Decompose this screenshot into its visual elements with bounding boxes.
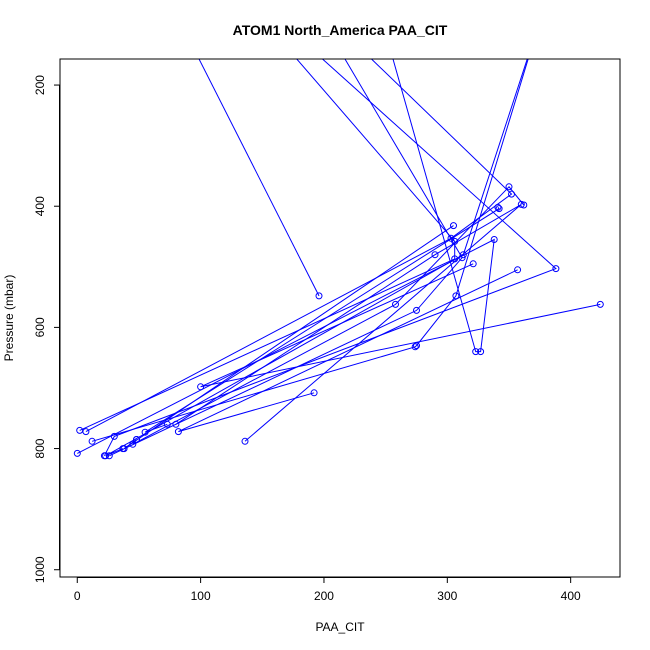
data-point: [105, 452, 113, 460]
series-line: [109, 59, 463, 457]
x-tick-label: 200: [314, 589, 334, 603]
data-point: [129, 440, 137, 448]
series-line: [103, 59, 557, 457]
data-point: [88, 437, 96, 445]
data-point: [73, 449, 81, 457]
data-point: [102, 452, 110, 460]
data-point: [596, 300, 604, 308]
data-point: [494, 203, 502, 211]
y-tick-label: 200: [33, 75, 47, 95]
data-point: [447, 234, 455, 242]
data-point: [82, 428, 90, 436]
data-point: [490, 236, 498, 243]
data-point: [413, 342, 420, 350]
data-point: [450, 222, 457, 230]
series-line: [144, 207, 500, 433]
data-point: [174, 428, 182, 436]
y-axis: 200 400 600 800 1000: [33, 75, 60, 583]
y-axis-label: Pressure (mbar): [2, 275, 16, 362]
data-point: [197, 383, 205, 391]
x-tick-label: 0: [74, 589, 81, 603]
y-tick-label: 1000: [33, 556, 47, 583]
series-line: [198, 59, 320, 297]
data-point: [451, 255, 459, 263]
series-line: [105, 59, 528, 457]
data-point: [452, 292, 460, 300]
plot-series: [77, 59, 601, 457]
series-line: [178, 269, 518, 433]
data-point: [163, 420, 171, 428]
y-tick-label: 800: [33, 438, 47, 458]
data-point: [495, 205, 503, 213]
data-point: [133, 436, 140, 443]
data-point: [552, 265, 560, 273]
data-point: [477, 348, 485, 356]
data-point: [110, 432, 118, 440]
data-point: [459, 251, 467, 259]
data-point: [411, 343, 419, 351]
data-point: [508, 190, 515, 198]
series-line: [123, 225, 454, 450]
data-point: [469, 260, 477, 268]
series-line: [79, 59, 456, 431]
data-point: [514, 266, 522, 274]
plot-points: [73, 183, 604, 460]
x-axis-label: PAA_CIT: [315, 620, 365, 634]
data-point: [315, 292, 323, 300]
data-point: [141, 428, 149, 436]
series-line: [175, 203, 522, 442]
y-tick-label: 400: [33, 196, 47, 216]
data-point: [505, 183, 513, 191]
series-line: [85, 59, 513, 433]
data-point: [310, 389, 318, 397]
chart-title: ATOM1 North_America PAA_CIT: [233, 22, 448, 38]
data-point: [120, 445, 128, 453]
x-tick-label: 300: [437, 589, 457, 603]
x-tick-label: 100: [191, 589, 211, 603]
data-point: [472, 348, 480, 356]
series-line: [91, 59, 529, 442]
data-point: [172, 420, 180, 428]
data-point: [392, 300, 399, 308]
data-point: [413, 306, 420, 314]
data-point: [241, 437, 249, 445]
x-tick-label: 400: [561, 589, 581, 603]
series-line: [200, 263, 601, 388]
x-axis: 0 100 200 300 400: [74, 577, 581, 603]
y-tick-label: 600: [33, 317, 47, 337]
data-point: [517, 200, 525, 208]
data-point: [431, 251, 439, 259]
series-line: [77, 59, 495, 454]
